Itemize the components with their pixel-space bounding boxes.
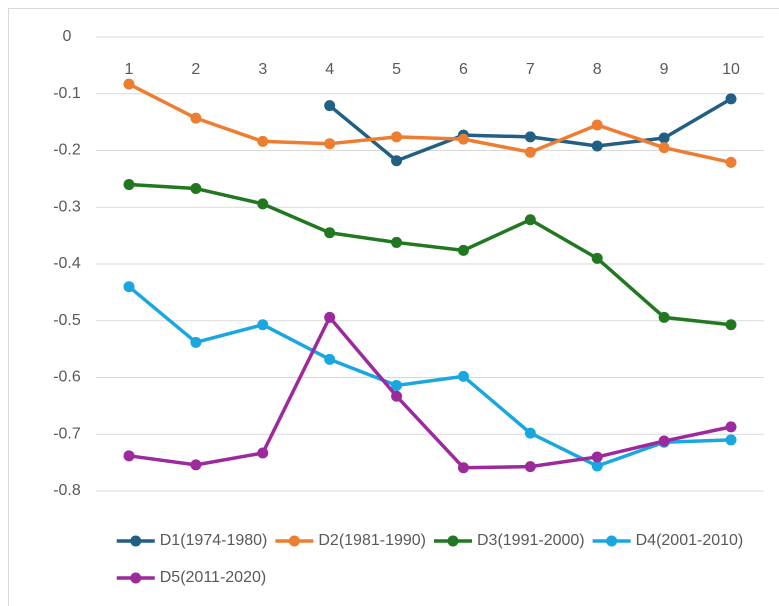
data-point: [524, 427, 536, 439]
y-tick-label: -0.5: [53, 312, 81, 329]
data-point: [457, 133, 469, 145]
legend-marker: [288, 535, 300, 547]
legend-item: D4(2001-2010): [592, 532, 744, 549]
data-point: [591, 252, 603, 264]
x-tick-label: 2: [191, 61, 200, 78]
data-point: [457, 244, 469, 256]
y-tick-label: -0.1: [53, 85, 81, 102]
data-point: [524, 214, 536, 226]
data-point: [725, 434, 737, 446]
data-point: [257, 319, 269, 331]
data-point: [658, 132, 670, 144]
y-tick-label: -0.6: [53, 369, 81, 386]
legend-label: D2(1981-1990): [318, 532, 426, 549]
legend-marker: [130, 535, 142, 547]
data-point: [658, 142, 670, 154]
y-tick-label: -0.8: [53, 482, 81, 499]
data-point: [190, 336, 202, 348]
data-point: [524, 146, 536, 158]
series-line: [128, 315, 732, 470]
data-point: [524, 461, 536, 473]
data-point: [725, 319, 737, 331]
data-point: [123, 281, 135, 293]
x-tick-label: 1: [125, 61, 134, 78]
y-tick-label: -0.7: [53, 425, 81, 442]
legend-item: D2(1981-1990): [275, 532, 426, 549]
y-tick-label: 0: [63, 28, 72, 45]
data-point: [658, 311, 670, 323]
y-tick-label: -0.4: [53, 255, 81, 272]
data-point: [658, 435, 670, 447]
data-point: [257, 198, 269, 210]
x-tick-label: 9: [660, 61, 669, 78]
data-point: [190, 459, 202, 471]
x-tick-label: 5: [392, 61, 401, 78]
x-tick-label: 8: [593, 61, 602, 78]
data-point: [324, 227, 336, 239]
chart-frame: [8, 8, 779, 606]
legend-item: D1(1974-1980): [116, 532, 268, 549]
data-point: [190, 112, 202, 124]
series-line: [128, 82, 732, 165]
legend-label: D1(1974-1980): [160, 532, 268, 549]
x-tick-label: 6: [459, 61, 468, 78]
data-point: [725, 93, 737, 105]
x-tick-label: 7: [526, 61, 535, 78]
x-tick-label: 10: [722, 61, 740, 78]
data-point: [324, 353, 336, 365]
x-tick-label: 3: [258, 61, 267, 78]
legend-marker: [447, 535, 459, 547]
legend-label: D3(1991-2000): [477, 532, 585, 549]
legend-item: D3(1991-2000): [434, 532, 585, 549]
data-point: [591, 451, 603, 463]
data-point: [591, 460, 603, 472]
data-point: [391, 131, 403, 143]
y-tick-label: -0.3: [53, 198, 81, 215]
series-line: [128, 182, 732, 327]
y-tick-label: -0.2: [53, 142, 81, 159]
series-line: [127, 285, 732, 468]
legend-label: D4(2001-2010): [636, 532, 744, 549]
data-point: [324, 138, 336, 150]
data-point: [591, 119, 603, 131]
data-point: [391, 390, 403, 402]
x-tick-label: 4: [325, 61, 334, 78]
legend-marker: [130, 572, 142, 584]
legend-marker: [606, 535, 618, 547]
data-point: [324, 100, 336, 112]
data-point: [391, 236, 403, 248]
data-point: [725, 421, 737, 433]
data-point: [123, 78, 135, 90]
data-point: [257, 447, 269, 459]
data-point: [457, 370, 469, 382]
data-point: [123, 450, 135, 462]
legend-item: D5(2011-2020): [116, 569, 266, 586]
data-point: [591, 140, 603, 152]
legend-label: D5(2011-2020): [160, 569, 266, 586]
data-point: [391, 155, 403, 167]
data-point: [257, 135, 269, 147]
data-point: [324, 311, 336, 323]
data-point: [524, 131, 536, 143]
data-point: [190, 183, 202, 195]
data-point: [725, 156, 737, 168]
data-point: [457, 462, 469, 474]
data-point: [391, 379, 403, 391]
data-point: [123, 179, 135, 191]
